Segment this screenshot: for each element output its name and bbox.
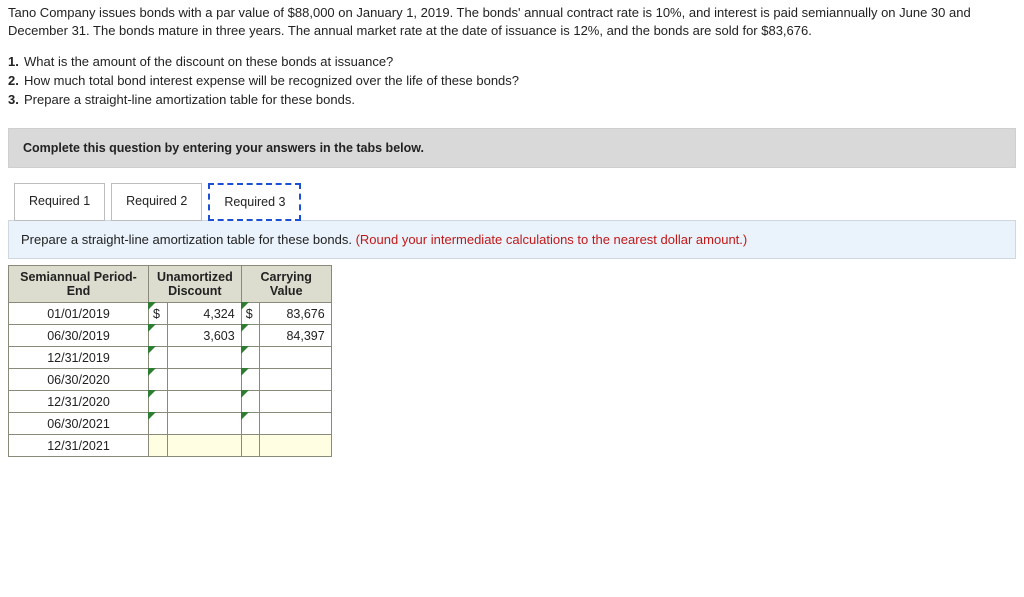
cell-carrying[interactable]: 84,397	[259, 325, 331, 347]
cell-carrying[interactable]	[259, 347, 331, 369]
cell-carrying[interactable]	[259, 413, 331, 435]
cell-carrying-currency[interactable]	[241, 347, 259, 369]
check-icon	[241, 346, 249, 354]
table-row: 12/31/2019	[9, 347, 332, 369]
cell-period: 06/30/2019	[9, 325, 149, 347]
th-period: Semiannual Period- End	[9, 266, 149, 303]
table-row: 06/30/2021	[9, 413, 332, 435]
cell-discount[interactable]	[167, 391, 241, 413]
tab-bar: Required 1 Required 2 Required 3	[8, 182, 1016, 220]
cell-period: 06/30/2021	[9, 413, 149, 435]
cell-period: 12/31/2021	[9, 435, 149, 457]
tab-required-2[interactable]: Required 2	[111, 183, 202, 221]
table-row: 06/30/2019 3,603 84,397	[9, 325, 332, 347]
cell-carrying[interactable]	[259, 369, 331, 391]
cell-discount[interactable]: 3,603	[167, 325, 241, 347]
check-icon	[241, 368, 249, 376]
cell-carrying[interactable]	[259, 435, 331, 457]
check-icon	[148, 302, 156, 310]
check-icon	[148, 368, 156, 376]
table-row: 12/31/2021	[9, 435, 332, 457]
table-row: 12/31/2020	[9, 391, 332, 413]
q-num: 2.	[8, 72, 24, 91]
tab-required-3[interactable]: Required 3	[208, 183, 301, 221]
cell-discount-currency[interactable]	[149, 369, 168, 391]
tab-required-1[interactable]: Required 1	[14, 183, 105, 221]
cell-discount[interactable]	[167, 435, 241, 457]
cell-carrying-currency[interactable]: $	[241, 303, 259, 325]
th-discount: Unamortized Discount	[149, 266, 242, 303]
cell-discount-currency[interactable]	[149, 347, 168, 369]
q-num: 3.	[8, 91, 24, 110]
prompt-box: Prepare a straight-line amortization tab…	[8, 220, 1016, 260]
cell-discount-currency[interactable]	[149, 391, 168, 413]
cell-period: 12/31/2020	[9, 391, 149, 413]
table-row: 01/01/2019$4,324$83,676	[9, 303, 332, 325]
cell-discount[interactable]	[167, 347, 241, 369]
cell-period: 01/01/2019	[9, 303, 149, 325]
amortization-table: Semiannual Period- End Unamortized Disco…	[8, 265, 332, 457]
q-text: How much total bond interest expense wil…	[24, 72, 519, 91]
cell-discount-currency[interactable]	[149, 435, 168, 457]
cell-discount[interactable]	[167, 369, 241, 391]
cell-carrying-currency[interactable]	[241, 369, 259, 391]
cell-carrying-currency[interactable]	[241, 391, 259, 413]
q-text: What is the amount of the discount on th…	[24, 53, 393, 72]
table-row: 06/30/2020	[9, 369, 332, 391]
cell-period: 12/31/2019	[9, 347, 149, 369]
check-icon	[148, 390, 156, 398]
q-text: Prepare a straight-line amortization tab…	[24, 91, 355, 110]
cell-carrying-currency[interactable]	[241, 413, 259, 435]
cell-discount-currency[interactable]: $	[149, 303, 168, 325]
problem-intro: Tano Company issues bonds with a par val…	[8, 4, 1016, 39]
th-carrying: Carrying Value	[241, 266, 331, 303]
cell-period: 06/30/2020	[9, 369, 149, 391]
check-icon	[241, 302, 249, 310]
check-icon	[148, 324, 156, 332]
cell-discount-currency[interactable]	[149, 413, 168, 435]
cell-carrying-currency[interactable]	[241, 435, 259, 457]
check-icon	[241, 324, 249, 332]
check-icon	[148, 412, 156, 420]
check-icon	[148, 346, 156, 354]
cell-discount[interactable]	[167, 413, 241, 435]
check-icon	[241, 412, 249, 420]
cell-carrying-currency[interactable]	[241, 325, 259, 347]
question-list: 1.What is the amount of the discount on …	[8, 53, 1016, 110]
check-icon	[241, 390, 249, 398]
cell-discount-currency[interactable]	[149, 325, 168, 347]
prompt-text: Prepare a straight-line amortization tab…	[21, 232, 356, 247]
instruction-bar: Complete this question by entering your …	[8, 128, 1016, 168]
cell-discount[interactable]: 4,324	[167, 303, 241, 325]
q-num: 1.	[8, 53, 24, 72]
cell-carrying[interactable]	[259, 391, 331, 413]
cell-carrying[interactable]: 83,676	[259, 303, 331, 325]
prompt-hint: (Round your intermediate calculations to…	[356, 232, 748, 247]
